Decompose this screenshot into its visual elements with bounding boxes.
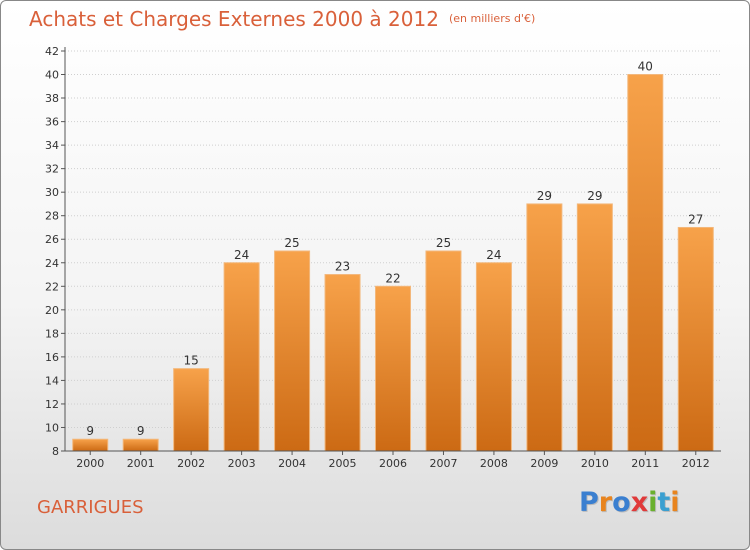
y-tick-label: 34 <box>45 139 59 152</box>
bar <box>324 274 361 452</box>
bar-value-label: 24 <box>234 248 249 262</box>
logo-letter: i <box>670 487 680 518</box>
y-tick-label: 38 <box>45 92 59 105</box>
y-tick-label: 20 <box>45 304 59 317</box>
bar <box>122 438 159 452</box>
logo-letter: x <box>630 487 649 518</box>
bar <box>173 368 210 452</box>
bar-value-label: 29 <box>537 189 552 203</box>
x-tick-label: 2000 <box>76 457 104 470</box>
x-tick-label: 2010 <box>581 457 609 470</box>
y-tick-label: 40 <box>45 69 59 82</box>
y-tick-label: 28 <box>45 210 59 223</box>
bar <box>223 262 260 452</box>
bar <box>526 203 563 452</box>
bar-value-label: 23 <box>335 260 350 274</box>
bar <box>375 285 411 452</box>
logo-letter: t <box>657 487 671 518</box>
chart-title: Achats et Charges Externes 2000 à 2012 (e… <box>29 7 535 31</box>
y-tick-label: 36 <box>45 116 59 129</box>
bar-value-label: 24 <box>486 248 501 262</box>
y-tick-label: 24 <box>45 257 59 270</box>
x-axis: 2000 2001 2002 2003 2004 2005 2006 2007 2008 2009… <box>65 450 721 470</box>
commune-name: GARRIGUES <box>37 497 144 518</box>
x-tick-label: 2003 <box>228 457 256 470</box>
logo-letter: o <box>612 487 631 518</box>
y-axis: 8 10 12 14 16 18 20 22 24 26 28 30 32 34 36 38 40 42 <box>45 45 66 458</box>
x-tick-label: 2009 <box>530 457 558 470</box>
bar-value-label: 22 <box>385 271 400 285</box>
y-tick-label: 12 <box>45 398 59 411</box>
bar <box>72 438 109 452</box>
y-tick-label: 30 <box>45 186 59 199</box>
y-tick-label: 32 <box>45 163 59 176</box>
x-tick-label: 2001 <box>127 457 155 470</box>
bar-value-label: 27 <box>688 212 703 226</box>
bar-value-label: 9 <box>86 424 94 438</box>
bar <box>576 203 613 452</box>
y-tick-label: 16 <box>45 351 59 364</box>
chart-subtitle: (en milliers d'€) <box>448 12 536 25</box>
x-tick-label: 2006 <box>379 457 407 470</box>
logo-letter: P <box>579 487 599 518</box>
bars: 9 9 15 24 25 23 22 25 24 29 29 40 27 <box>72 60 714 452</box>
y-tick-label: 26 <box>45 233 59 246</box>
x-tick-label: 2011 <box>631 457 659 470</box>
bar-value-label: 9 <box>137 424 145 438</box>
bar-value-label: 15 <box>184 354 199 368</box>
x-tick-label: 2002 <box>177 457 205 470</box>
bar-value-label: 40 <box>638 60 653 74</box>
y-tick-label: 22 <box>45 280 59 293</box>
y-tick-label: 18 <box>45 327 59 340</box>
x-tick-label: 2005 <box>329 457 357 470</box>
bar-value-label: 29 <box>587 189 602 203</box>
logo-letter: r <box>598 487 613 518</box>
bar <box>627 74 664 452</box>
x-tick-label: 2008 <box>480 457 508 470</box>
logo-letter: i <box>648 487 658 518</box>
x-tick-label: 2012 <box>682 457 710 470</box>
y-tick-label: 10 <box>45 421 59 434</box>
y-tick-label: 42 <box>45 45 59 58</box>
bar <box>677 226 714 452</box>
y-tick-label: 14 <box>45 374 59 387</box>
x-tick-label: 2007 <box>429 457 457 470</box>
bar-value-label: 25 <box>436 236 451 250</box>
bar-value-label: 25 <box>284 236 299 250</box>
bar <box>475 262 512 452</box>
x-tick-label: 2004 <box>278 457 306 470</box>
y-tick-label: 8 <box>52 445 59 458</box>
bar <box>425 250 462 452</box>
proxiti-logo: Proxiti <box>579 487 680 518</box>
chart-title-text: Achats et Charges Externes 2000 à 2012 <box>29 7 439 31</box>
bar <box>274 250 311 452</box>
